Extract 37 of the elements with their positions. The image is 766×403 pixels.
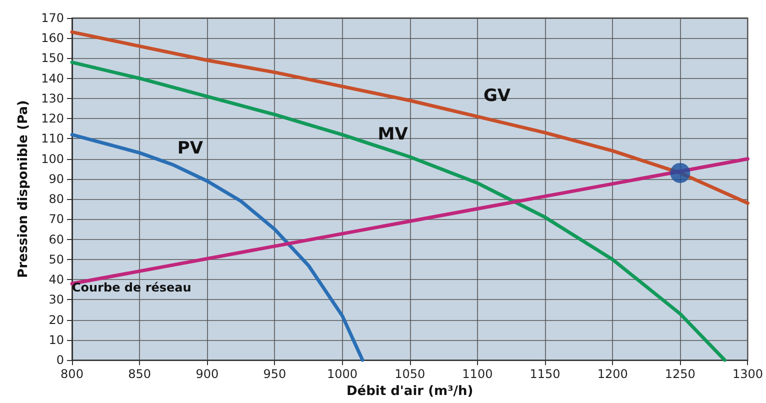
- y-tick-label: 0: [56, 353, 64, 368]
- y-tick-label: 10: [48, 332, 64, 347]
- x-tick-label: 950: [263, 367, 286, 382]
- y-tick-label: 60: [48, 232, 64, 246]
- x-tick-label: 1200: [597, 367, 628, 382]
- y-tick-label: 100: [41, 152, 64, 166]
- series-label: MV: [378, 124, 409, 144]
- y-tick-label: 150: [41, 51, 64, 66]
- series-label: PV: [177, 138, 204, 158]
- x-tick-label: 1000: [327, 367, 358, 382]
- x-axis-title: Débit d'air (m³/h): [346, 384, 474, 399]
- x-tick-label: 1300: [732, 367, 764, 382]
- y-tick-label: 70: [48, 212, 64, 226]
- line-series: [70, 132, 364, 362]
- y-tick-label: 120: [41, 112, 64, 126]
- line-series: [70, 30, 750, 205]
- line-series: [70, 60, 727, 362]
- y-tick-label: 130: [41, 91, 64, 106]
- x-tick-label: 1050: [394, 367, 426, 382]
- y-tick-label: 30: [48, 292, 64, 307]
- x-tick-label: 1150: [530, 367, 560, 382]
- y-tick-label: 110: [41, 132, 64, 146]
- y-tick-label: 40: [48, 272, 64, 287]
- x-tick-label: 1250: [664, 367, 696, 382]
- x-tick-label: 900: [196, 367, 219, 382]
- x-tick-label: 850: [128, 367, 152, 382]
- y-tick-label: 80: [48, 192, 64, 206]
- y-tick-label: 170: [41, 11, 64, 25]
- y-tick-label: 140: [41, 71, 64, 86]
- x-tick-label: 1100: [462, 367, 493, 382]
- series-label: GV: [483, 86, 512, 106]
- y-tick-label: 90: [48, 172, 64, 186]
- y-tick-label: 50: [48, 252, 64, 266]
- y-tick-label: 160: [41, 31, 64, 46]
- x-tick-label: 800: [60, 367, 84, 382]
- y-tick-label: 20: [48, 312, 64, 327]
- y-axis-title: Pression disponible (Pa): [16, 100, 32, 278]
